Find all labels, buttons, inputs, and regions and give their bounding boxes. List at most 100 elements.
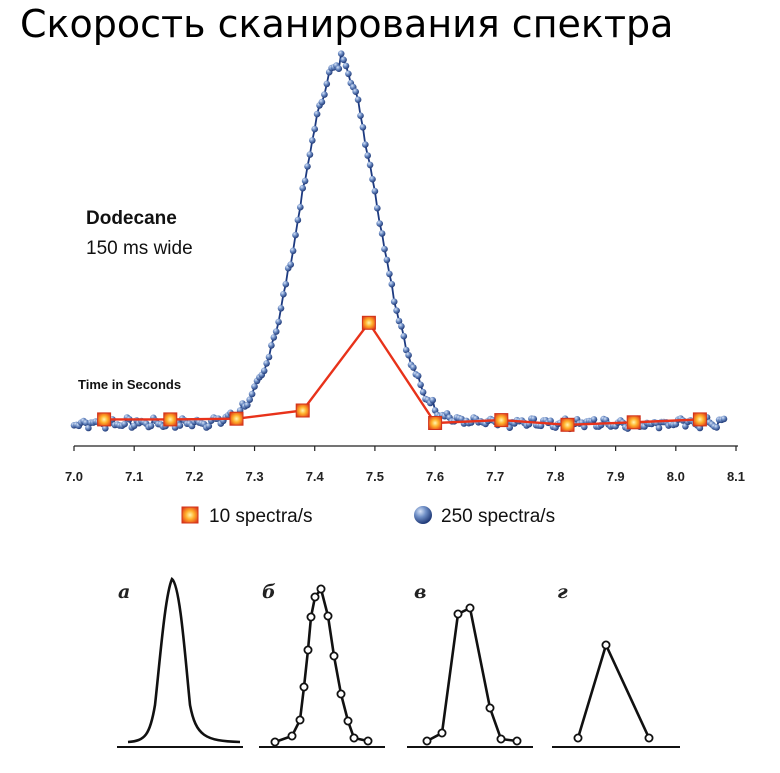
panel-g-point: [573, 733, 583, 743]
series-250-point: [313, 110, 321, 118]
slide-title: Скорость сканирования спектра: [20, 2, 674, 46]
series-250-point: [386, 270, 393, 278]
series-250-point: [393, 307, 400, 314]
series-250-point: [309, 137, 316, 144]
series-250-point: [354, 96, 362, 103]
series-250-point: [364, 152, 372, 159]
series-10-point: [560, 417, 575, 432]
series-250-point: [265, 353, 273, 361]
series-250-point: [390, 298, 398, 306]
series-250-point: [352, 88, 360, 95]
panel-v-point: [485, 703, 495, 713]
series-250-point: [371, 187, 379, 195]
series-250-point: [419, 388, 427, 396]
series-250-point: [357, 112, 364, 119]
panel-b-point: [349, 733, 359, 743]
series-250-point: [85, 424, 92, 432]
legend: 10 spectra/s 250 spectra/s: [181, 506, 555, 527]
panel-v-line: [426, 606, 518, 743]
panel-g-line: [576, 641, 651, 739]
series-250-point: [102, 425, 109, 432]
series-250-point: [277, 305, 285, 312]
panel-b-point: [299, 682, 309, 692]
series-250-point: [398, 323, 405, 330]
series-10-point: [229, 411, 244, 426]
x-axis-title: Time in Seconds: [78, 377, 181, 392]
panel-v-point: [512, 736, 522, 746]
series-250-point: [294, 216, 302, 224]
series-250-point: [311, 125, 319, 133]
panel-v-point: [465, 603, 475, 613]
legend-sphere-marker: [414, 506, 432, 524]
x-tick-label: 7.6: [426, 469, 444, 484]
series-10-point: [163, 412, 178, 427]
series-10-line: [104, 320, 700, 427]
series-250-point: [282, 280, 290, 288]
series-250-point: [369, 175, 376, 183]
x-tick-label: 7.4: [306, 469, 325, 484]
sketch-panel-v: в: [407, 581, 533, 748]
series-250-point: [275, 318, 282, 326]
series-250-point: [381, 245, 388, 253]
series-250-point: [323, 80, 331, 88]
series-250-point: [429, 396, 437, 404]
series-250-point: [383, 256, 391, 264]
series-250-point: [337, 50, 345, 57]
series-10-point: [361, 315, 376, 330]
panel-a-continuous-peak: [127, 576, 241, 744]
series-250-point: [417, 381, 424, 389]
series-250-point: [272, 328, 280, 335]
series-250-point: [289, 247, 297, 255]
series-250-point: [304, 163, 311, 170]
x-tick-label: 7.3: [246, 469, 264, 484]
panel-b-point: [310, 592, 320, 602]
series-250-point: [270, 334, 278, 341]
panel-b-point: [336, 689, 346, 699]
sketch-panel-a: а: [117, 576, 243, 748]
series-250-point: [376, 220, 384, 227]
panel-letter-a: а: [118, 581, 130, 603]
series-250-point: [342, 62, 350, 70]
x-tick-label: 7.2: [185, 469, 203, 484]
series-250-point: [268, 342, 275, 349]
panel-v-point: [422, 736, 432, 746]
panel-b-point: [329, 651, 339, 661]
series-250-point: [205, 422, 213, 430]
peak-width-label: 150 ms wide: [86, 238, 193, 259]
series-250-point: [590, 416, 598, 423]
series-250-point: [530, 415, 538, 423]
series-250-point: [713, 424, 720, 431]
x-tick-label: 7.0: [65, 469, 83, 484]
series-250-point: [318, 98, 326, 106]
series-10-point: [428, 416, 443, 430]
series-10-point: [494, 413, 509, 428]
series-250-point: [301, 177, 309, 185]
series-250-point: [121, 420, 128, 428]
panel-b-point: [343, 716, 353, 726]
x-tick-label: 7.7: [486, 469, 504, 484]
series-250-point: [378, 230, 386, 237]
panel-b-point: [363, 736, 373, 746]
x-tick-label: 8.1: [727, 469, 745, 484]
series-250-point: [321, 91, 328, 98]
x-tick-label: 7.5: [366, 469, 384, 484]
legend-square-marker: [181, 506, 199, 524]
series-250-point: [359, 124, 367, 131]
panel-b-point: [316, 584, 326, 594]
x-tick-label: 7.9: [607, 469, 625, 484]
series-250-point: [176, 422, 184, 429]
series-10-point: [295, 403, 310, 418]
series-250-point: [720, 415, 728, 423]
panel-letter-b: б: [262, 581, 276, 603]
series-250-point: [306, 151, 314, 158]
series-250-point: [292, 231, 299, 239]
panel-b-line: [274, 586, 369, 744]
x-axis-ticks: 7.0 7.1 7.2 7.3 7.4 7.5 7.6 7.7 7.8 7.9 8.0 8.1: [65, 446, 745, 484]
series-250-point: [388, 280, 396, 288]
series-250-point: [147, 422, 155, 430]
series-250-point: [374, 204, 381, 212]
series-250-point: [82, 419, 90, 427]
series-10-point: [97, 412, 112, 427]
series-250-point: [395, 317, 403, 325]
series-250-point: [400, 332, 408, 340]
